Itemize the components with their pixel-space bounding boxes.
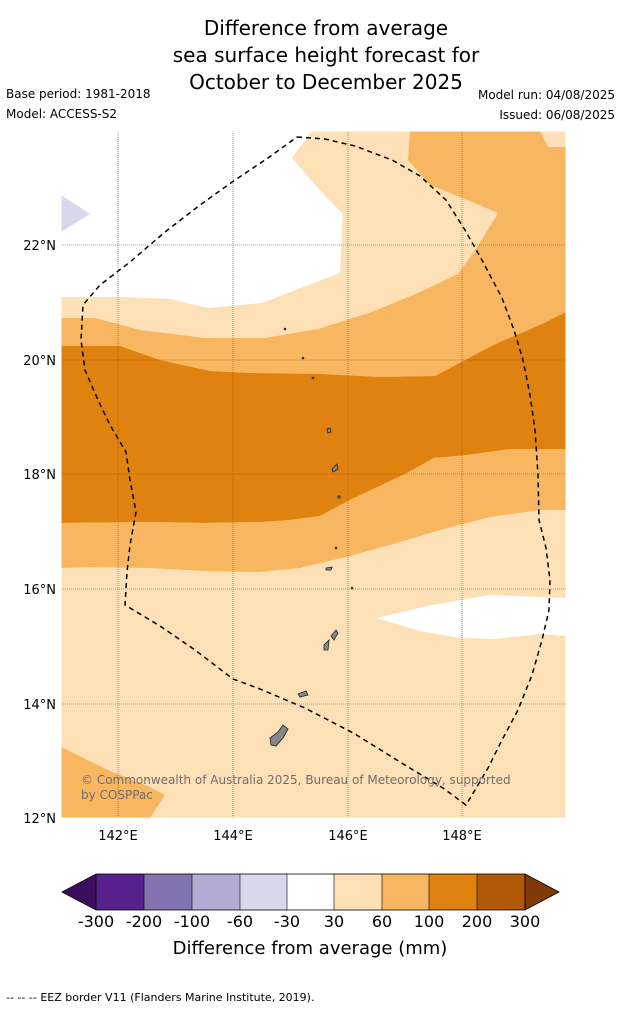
colorbar-swatch-4 — [240, 874, 287, 910]
lon-tick-146: 146°E — [328, 829, 368, 844]
colorbar-swatch-1 — [96, 874, 144, 910]
colorbar-label-60: 60 — [372, 912, 392, 931]
band-100-200 — [61, 312, 566, 523]
island-sarigan — [350, 586, 354, 590]
eez-border — [80, 136, 551, 807]
band-neutral-south — [376, 595, 566, 639]
lat-tick-16: 16°N — [23, 583, 56, 598]
colorbar-label-neg30: -30 — [274, 912, 300, 931]
island-alamagan — [337, 495, 341, 499]
island-pagan — [331, 463, 339, 473]
colorbar-outline — [95, 873, 526, 911]
island-guam — [269, 724, 289, 747]
eez-legend-text: EEZ border V11 (Flanders Marine Institut… — [40, 991, 315, 1004]
island-asuncion — [326, 427, 332, 434]
colorbar-swatch-5 — [287, 874, 334, 910]
eez-legend-dash: -- -- -- — [6, 991, 37, 1004]
band-60-100-southwest — [61, 747, 165, 818]
colorbar-label-30: 30 — [324, 912, 344, 931]
band-neutral-north — [61, 131, 343, 308]
gridlines — [61, 131, 566, 818]
colorbar-swatch-3 — [192, 874, 240, 910]
islands — [269, 327, 354, 747]
colorbar-swatch-8 — [429, 874, 477, 910]
island-north — [283, 327, 287, 331]
colorbar-label-neg60: -60 — [227, 912, 253, 931]
base-period-text: Base period: 1981-2018 — [6, 87, 151, 101]
lat-tick-12: 12°N — [23, 812, 56, 827]
colorbar-label-300: 300 — [510, 912, 541, 931]
island-anatahan — [325, 566, 333, 571]
title-line-2: sea surface height forecast for — [172, 43, 480, 67]
island-maug — [311, 376, 315, 380]
colorbar-swatch-7 — [382, 874, 429, 910]
band-60-100-north — [61, 131, 566, 377]
colorbar-extend-low — [61, 873, 97, 911]
lat-tick-22: 22°N — [23, 239, 56, 254]
map-title: Difference from average sea surface heig… — [0, 15, 621, 96]
band-60-100-south — [61, 449, 566, 572]
colorbar-label-200: 200 — [462, 912, 493, 931]
sea-level-anomaly-field — [61, 131, 566, 818]
lon-tick-148: 148°E — [442, 829, 482, 844]
lon-tick-142: 142°E — [98, 829, 138, 844]
copyright-line-2: by COSPPac — [81, 788, 153, 802]
copyright-line-1: © Commonwealth of Australia 2025, Bureau… — [81, 773, 511, 787]
colorbar-label-neg300: -300 — [78, 912, 114, 931]
band-negative-small — [61, 195, 90, 232]
title-line-1: Difference from average — [203, 16, 449, 40]
model-text: Model: ACCESS-S2 — [6, 107, 118, 121]
colorbar-swatch-6 — [334, 874, 382, 910]
lon-tick-144: 144°E — [213, 829, 253, 844]
colorbar: -300 -200 -100 -60 -30 30 60 100 200 300… — [61, 873, 560, 959]
issued-text: Issued: 06/08/2025 — [499, 108, 615, 122]
colorbar-swatch-2 — [144, 874, 192, 910]
colorbar-swatch-9 — [477, 874, 525, 910]
colorbar-label-neg200: -200 — [126, 912, 162, 931]
island-uracas — [301, 356, 305, 360]
island-guguan — [334, 546, 338, 550]
footer-legend: -- -- -- EEZ border V11 (Flanders Marine… — [6, 991, 314, 1004]
island-rota — [297, 690, 309, 698]
model-run-text: Model run: 04/08/2025 — [477, 88, 615, 102]
lat-tick-18: 18°N — [23, 468, 56, 483]
plot-frame — [60, 130, 567, 819]
title-line-3: October to December 2025 — [189, 70, 463, 94]
lat-tick-14: 14°N — [23, 698, 56, 713]
lat-tick-20: 20°N — [23, 354, 56, 369]
colorbar-title: Difference from average (mm) — [173, 938, 448, 959]
island-saipan — [323, 638, 330, 651]
colorbar-label-neg100: -100 — [174, 912, 210, 931]
island-tinian — [330, 629, 339, 641]
colorbar-label-100: 100 — [414, 912, 445, 931]
colorbar-extend-high — [524, 873, 560, 911]
